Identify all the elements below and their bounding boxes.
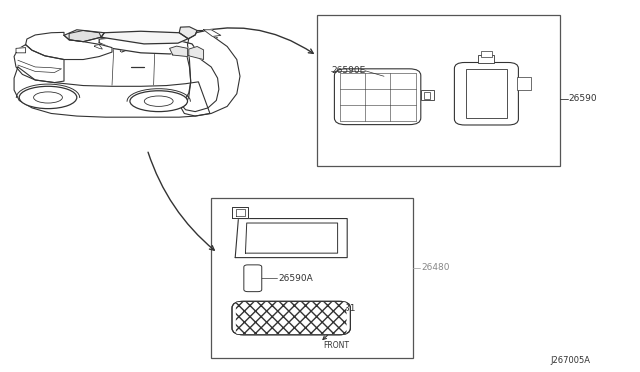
Bar [517,77,531,90]
FancyBboxPatch shape [244,265,262,292]
Bar [421,90,434,100]
Bar [211,198,413,358]
FancyBboxPatch shape [236,302,347,334]
Ellipse shape [19,86,77,109]
Polygon shape [189,46,204,60]
Polygon shape [246,223,338,253]
Ellipse shape [145,96,173,106]
Text: J267005A: J267005A [550,356,590,365]
Polygon shape [14,67,210,117]
Bar [466,69,507,118]
Text: FRONT: FRONT [323,341,349,350]
Polygon shape [204,30,221,36]
Text: 26590E: 26590E [331,66,365,75]
Polygon shape [237,209,246,217]
Text: 26590A: 26590A [278,274,313,283]
Polygon shape [16,48,26,53]
Text: 26590: 26590 [568,94,597,103]
Polygon shape [170,46,188,57]
Bar [317,15,560,166]
Ellipse shape [34,92,63,103]
Ellipse shape [130,91,188,112]
Polygon shape [232,208,248,218]
Polygon shape [101,31,188,44]
Polygon shape [236,219,347,257]
Text: 26480: 26480 [421,263,450,272]
Polygon shape [69,31,101,42]
Bar [479,55,495,63]
Polygon shape [181,31,240,116]
Text: 26481: 26481 [328,304,356,313]
Polygon shape [14,45,64,83]
Polygon shape [179,27,197,39]
Bar [481,51,492,57]
Bar [424,92,430,99]
Polygon shape [26,32,112,60]
Polygon shape [99,37,195,54]
Polygon shape [182,52,219,112]
Polygon shape [64,30,104,42]
